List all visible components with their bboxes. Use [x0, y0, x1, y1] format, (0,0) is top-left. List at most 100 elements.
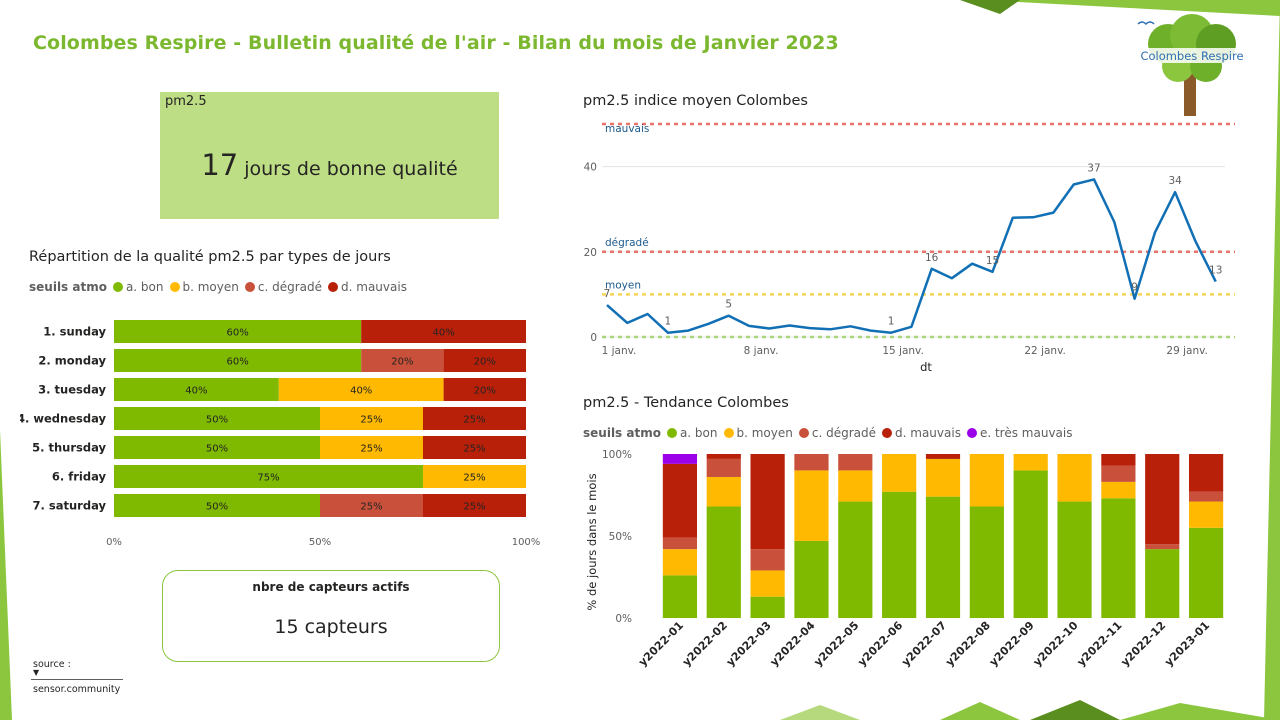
legend-item-b-moyen[interactable]: b. moyen — [169, 280, 239, 294]
monthly-x-tick-label: y2022-10 — [1031, 619, 1081, 669]
daily-x-tick-label: 29 janv. — [1166, 345, 1207, 357]
monthly-bar-b-moyen[interactable] — [1101, 481, 1136, 499]
monthly-bar-b-moyen[interactable] — [1013, 454, 1048, 471]
weekday-bar-value-label: 25% — [463, 502, 485, 513]
monthly-bar-c-d-grad[interactable] — [750, 549, 785, 571]
monthly-bar-c-d-grad[interactable] — [1188, 491, 1224, 502]
monthly-bar-a-bon[interactable] — [1145, 549, 1180, 618]
monthly-bar-b-moyen[interactable] — [794, 470, 829, 541]
daily-x-tick-label: 22 janv. — [1024, 345, 1065, 357]
monthly-bar-b-moyen[interactable] — [750, 570, 785, 597]
legend-dot-icon — [244, 282, 255, 292]
monthly-bar-b-moyen[interactable] — [925, 458, 961, 497]
weekday-bar-b-moyen[interactable] — [278, 378, 444, 401]
weekday-bar-d-mauvais[interactable] — [423, 436, 526, 459]
monthly-bar-d-mauvais[interactable] — [1145, 454, 1180, 545]
legend-label: a. bon — [125, 280, 164, 294]
weekday-chart-legend: seuils atmo a. bon b. moyen c. dégradé d. m… — [29, 280, 413, 294]
monthly-x-tick-label: y2022-09 — [987, 619, 1037, 669]
weekday-bar-c-d-grad[interactable] — [320, 494, 423, 517]
daily-point-label: 1 — [665, 316, 672, 328]
weekday-bar-value-label: 50% — [206, 415, 228, 426]
monthly-bar-b-moyen[interactable] — [662, 549, 698, 576]
monthly-bar-a-bon[interactable] — [882, 491, 917, 618]
daily-series-line[interactable] — [606, 178, 1217, 334]
monthly-bar-a-bon[interactable] — [1101, 498, 1136, 618]
daily-point-label: 16 — [925, 252, 939, 264]
legend-item-a-bon[interactable]: a. bon — [112, 280, 164, 294]
weekday-bar-a-bon[interactable] — [114, 407, 320, 430]
weekday-bar-a-bon[interactable] — [114, 436, 320, 459]
legend-label: b. moyen — [182, 280, 239, 294]
weekday-bar-value-label: 25% — [463, 473, 485, 484]
monthly-bar-a-bon[interactable] — [1057, 501, 1092, 618]
weekday-bar-a-bon[interactable] — [114, 378, 279, 401]
weekday-bar-a-bon[interactable] — [114, 349, 362, 372]
monthly-bar-d-mauvais[interactable] — [925, 454, 961, 459]
monthly-bar-c-d-grad[interactable] — [1101, 465, 1136, 482]
monthly-bar-b-moyen[interactable] — [1188, 501, 1224, 528]
weekday-bar-d-mauvais[interactable] — [443, 349, 526, 372]
monthly-bar-d-mauvais[interactable] — [706, 454, 741, 459]
monthly-bar-b-moyen[interactable] — [838, 470, 873, 502]
monthly-x-tick-label: y2022-06 — [855, 619, 905, 669]
legend-item-d-mauvais[interactable]: d. mauvais — [882, 426, 961, 440]
monthly-y-tick-label: 100% — [602, 449, 632, 461]
monthly-bar-d-mauvais[interactable] — [662, 463, 698, 538]
decorative-corner-bottom-right — [780, 700, 1280, 720]
sensors-label: nbre de capteurs actifs — [252, 580, 410, 594]
legend-item-b-moyen[interactable]: b. moyen — [723, 426, 793, 440]
weekday-bar-b-moyen[interactable] — [320, 436, 423, 459]
monthly-chart-legend: seuils atmo a. bon b. moyen c. dégradé d. m… — [583, 426, 1078, 440]
legend-item-a-bon[interactable]: a. bon — [666, 426, 718, 440]
monthly-bar-b-moyen[interactable] — [969, 454, 1004, 507]
daily-point-label: 34 — [1168, 175, 1182, 187]
monthly-bar-b-moyen[interactable] — [706, 476, 741, 507]
legend-item-c-d-grad[interactable]: c. dégradé — [244, 280, 322, 294]
monthly-bar-a-bon[interactable] — [925, 496, 961, 618]
monthly-bar-c-d-grad[interactable] — [706, 458, 741, 477]
monthly-bar-a-bon[interactable] — [838, 501, 873, 618]
monthly-bar-a-bon[interactable] — [794, 540, 829, 618]
monthly-bar-a-bon[interactable] — [750, 596, 785, 618]
daily-point-label: 1 — [888, 316, 895, 328]
monthly-bar-d-mauvais[interactable] — [1188, 454, 1224, 492]
monthly-bar-a-bon[interactable] — [1013, 470, 1048, 618]
monthly-bar-d-mauvais[interactable] — [1101, 454, 1136, 466]
weekday-bar-d-mauvais[interactable] — [361, 320, 526, 343]
monthly-bar-b-moyen[interactable] — [1057, 454, 1092, 502]
weekday-bar-a-bon[interactable] — [114, 465, 423, 488]
weekday-bar-value-label: 25% — [463, 444, 485, 455]
monthly-bar-e-tr-s-mauvais[interactable] — [662, 454, 698, 464]
legend-dot-icon — [798, 428, 809, 438]
weekday-bar-b-moyen[interactable] — [423, 465, 526, 488]
monthly-bar-b-moyen[interactable] — [882, 454, 917, 492]
source-dropdown-icon[interactable]: ▼ — [33, 668, 40, 677]
monthly-bar-a-bon[interactable] — [1188, 527, 1224, 618]
weekday-bar-d-mauvais[interactable] — [443, 378, 526, 401]
legend-item-c-d-grad[interactable]: c. dégradé — [798, 426, 876, 440]
monthly-bar-c-d-grad[interactable] — [838, 454, 873, 471]
weekday-bar-d-mauvais[interactable] — [423, 494, 526, 517]
weekday-bar-value-label: 20% — [474, 357, 496, 368]
weekday-bar-d-mauvais[interactable] — [423, 407, 526, 430]
monthly-bar-c-d-grad[interactable] — [794, 454, 829, 471]
monthly-bar-d-mauvais[interactable] — [750, 454, 785, 550]
legend-item-d-mauvais[interactable]: d. mauvais — [328, 280, 407, 294]
weekday-bar-c-d-grad[interactable] — [361, 349, 444, 372]
weekday-bar-a-bon[interactable] — [114, 320, 362, 343]
monthly-bar-c-d-grad[interactable] — [662, 537, 698, 550]
weekday-bar-b-moyen[interactable] — [320, 407, 423, 430]
decorative-corner-right-edge — [1264, 0, 1280, 720]
weekday-bar-a-bon[interactable] — [114, 494, 320, 517]
monthly-bar-a-bon[interactable] — [969, 506, 1004, 618]
monthly-bar-a-bon[interactable] — [662, 575, 698, 618]
weekday-bar-value-label: 40% — [350, 386, 372, 397]
monthly-bar-a-bon[interactable] — [706, 506, 741, 618]
monthly-x-tick-label: y2022-05 — [811, 619, 861, 669]
monthly-x-tick-label: y2022-08 — [943, 619, 993, 669]
legend-dot-icon — [882, 428, 893, 438]
monthly-chart-title: pm2.5 - Tendance Colombes — [583, 395, 789, 411]
monthly-bar-c-d-grad[interactable] — [1145, 544, 1180, 550]
legend-item-e-tr-s-mauvais[interactable]: e. très mauvais — [966, 426, 1072, 440]
